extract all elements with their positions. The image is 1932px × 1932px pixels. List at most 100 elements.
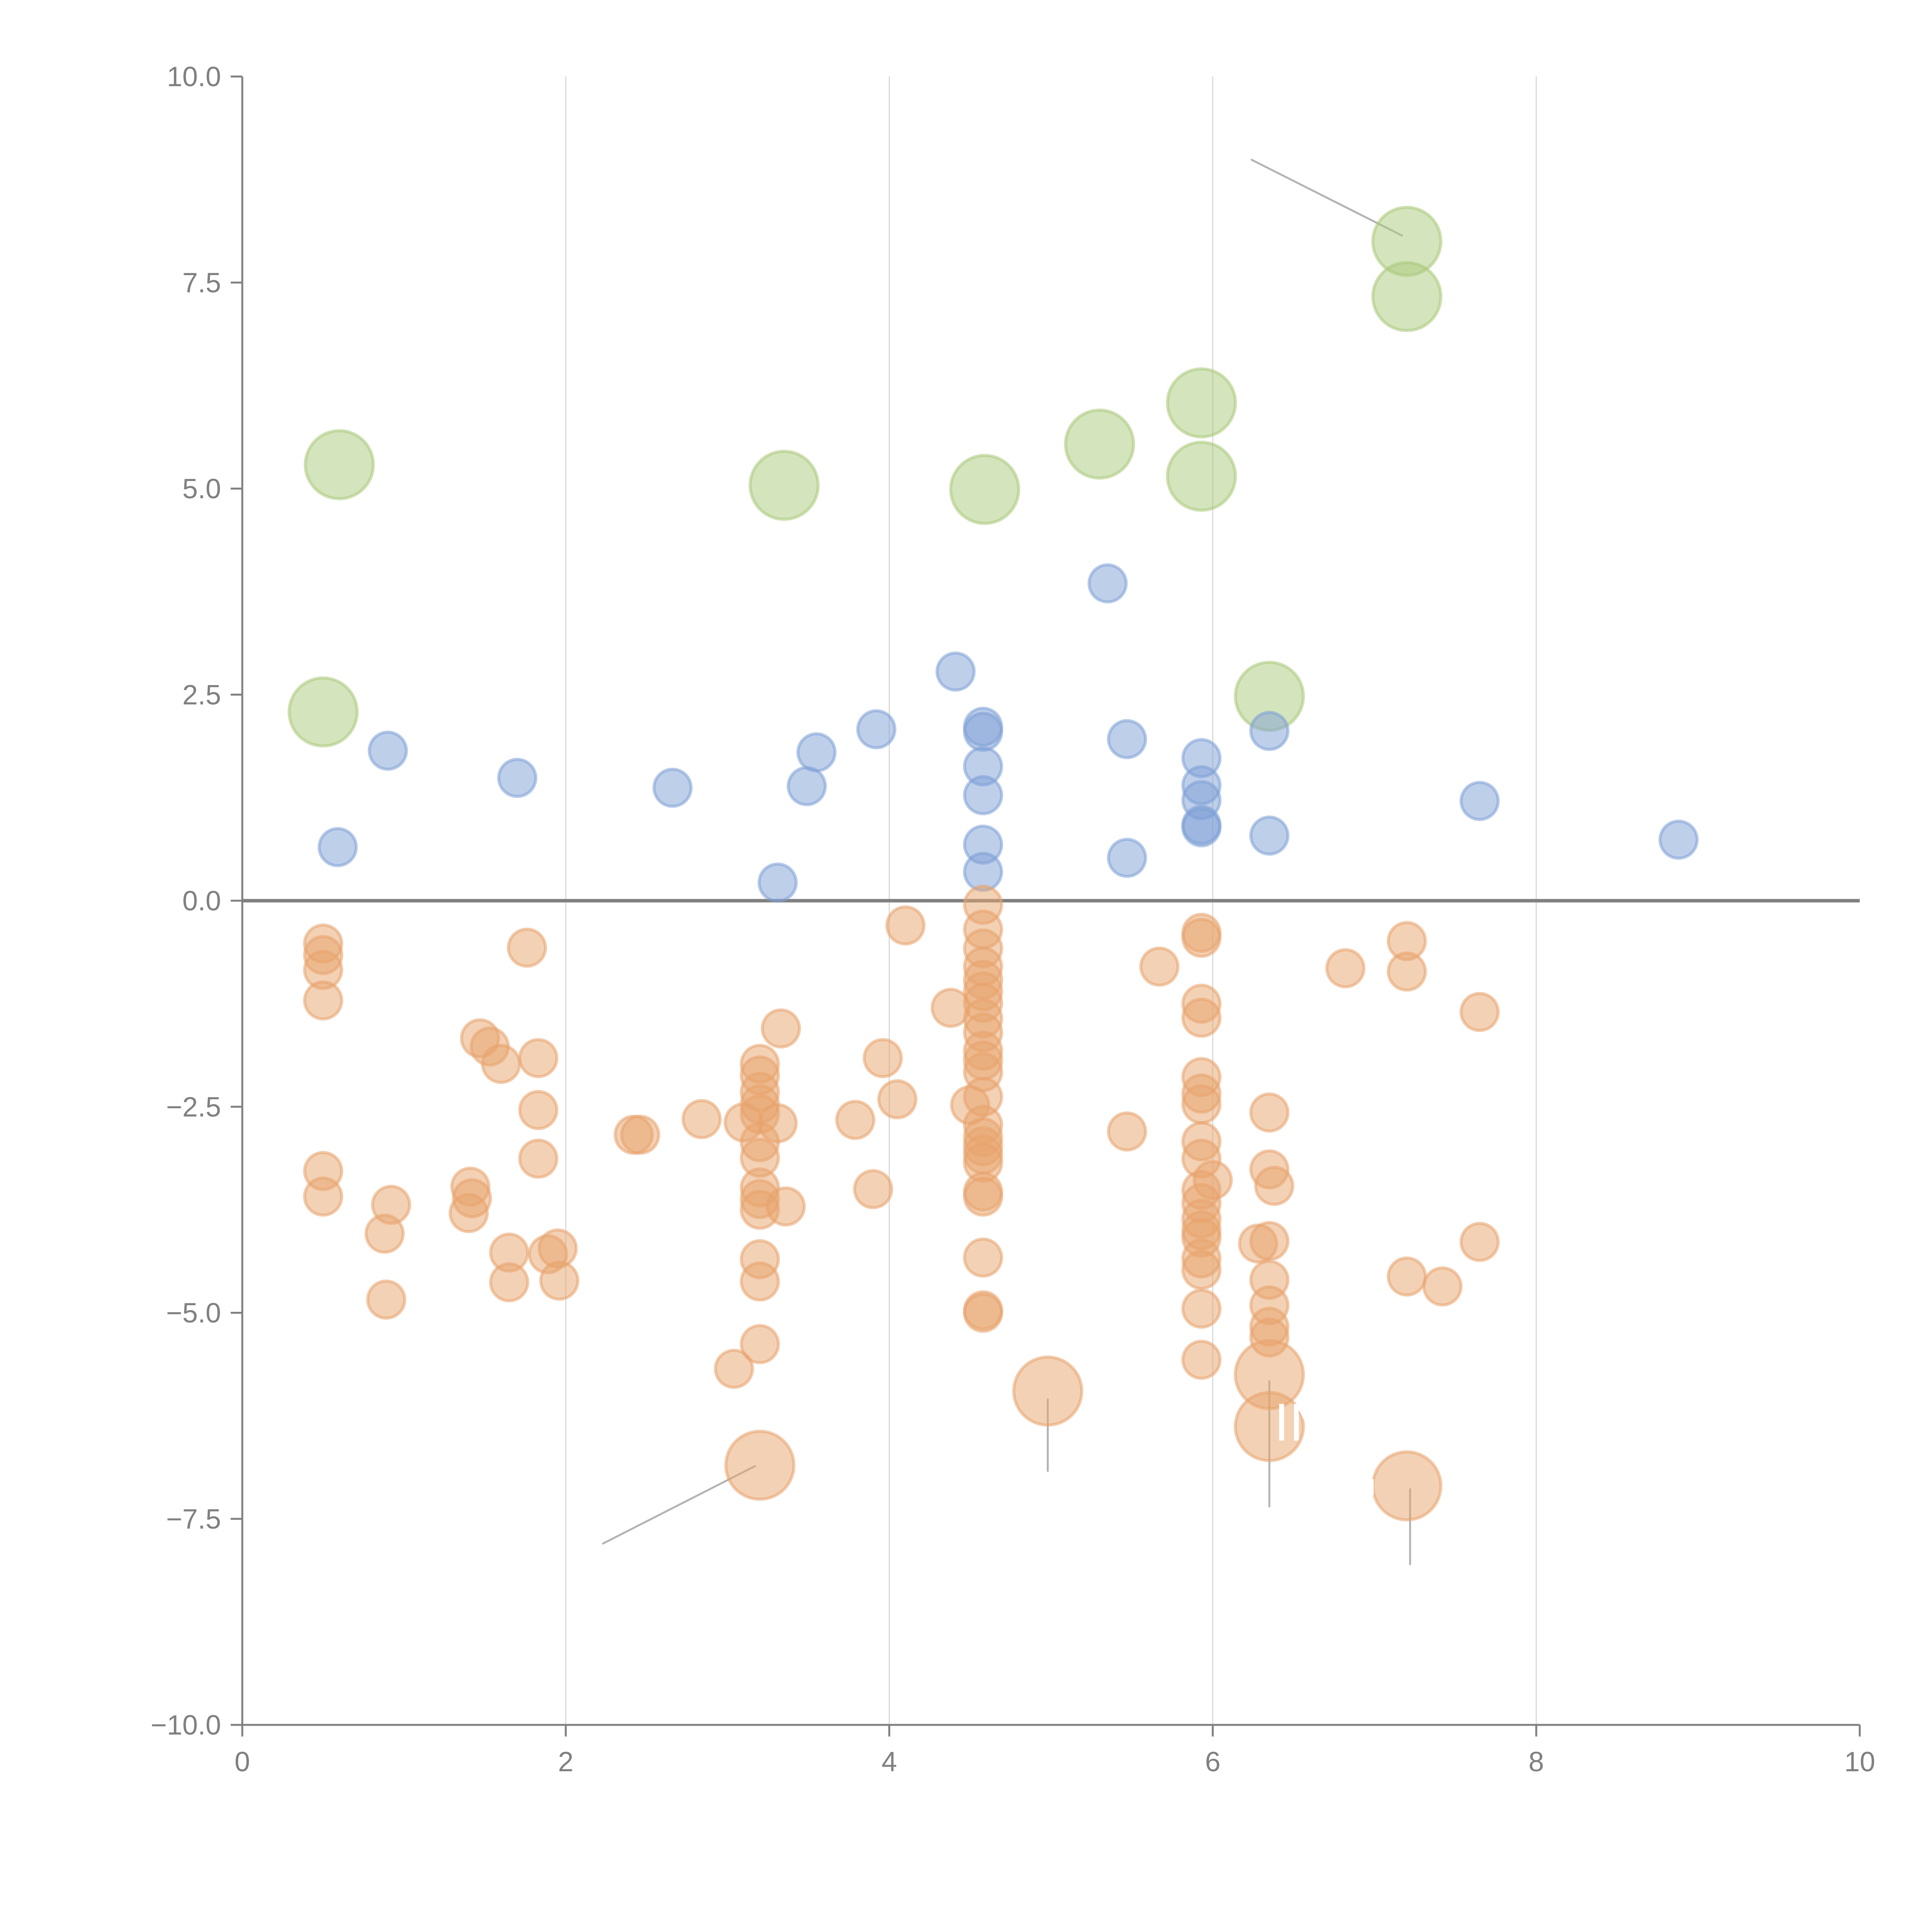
data-point <box>518 1138 559 1179</box>
data-point <box>1234 1391 1305 1462</box>
data-point <box>1181 917 1222 958</box>
y-tick-label: −2.5 <box>166 1092 221 1122</box>
data-point <box>1181 1084 1222 1124</box>
data-point <box>796 732 837 773</box>
data-point <box>757 862 798 903</box>
data-point <box>835 1100 876 1140</box>
data-point <box>740 1261 780 1302</box>
data-point <box>935 651 976 692</box>
data-point <box>1181 997 1222 1038</box>
data-point <box>1371 261 1442 332</box>
data-point <box>1181 1288 1222 1329</box>
data-point <box>317 827 358 867</box>
data-point <box>1249 1221 1290 1261</box>
data-point <box>489 1262 529 1303</box>
data-point <box>1181 1250 1222 1290</box>
data-point <box>963 1176 1003 1217</box>
data-point <box>371 1185 412 1225</box>
data-point <box>724 1430 796 1501</box>
data-point <box>760 1008 801 1049</box>
data-point <box>1181 807 1222 848</box>
series-orange-large <box>724 1339 1442 1522</box>
data-point <box>963 775 1003 815</box>
data-point <box>1386 1256 1427 1297</box>
data-point <box>304 429 375 500</box>
data-point <box>963 711 1003 752</box>
data-point <box>757 1103 798 1143</box>
annotation-label: G <box>1339 1451 1378 1510</box>
data-point <box>1386 951 1427 992</box>
data-point <box>303 1176 344 1217</box>
data-point <box>1371 1450 1442 1522</box>
data-point <box>963 1237 1003 1278</box>
data-point <box>1459 1222 1500 1262</box>
data-point <box>1192 1160 1233 1201</box>
data-point <box>1107 838 1147 878</box>
data-point <box>1422 1266 1463 1307</box>
x-axis-ticks: 0 2 4 6 8 10 <box>235 1725 1875 1777</box>
data-point <box>1012 1355 1083 1427</box>
y-axis-ticks: 10.0 7.5 5.0 2.5 0.0 −2.5 −5.0 −7.5 −10.0 <box>151 61 242 1741</box>
data-point <box>681 1099 722 1139</box>
data-point <box>740 1324 780 1364</box>
data-point <box>481 1044 521 1084</box>
data-point <box>1166 440 1237 512</box>
bubble-labels: ING <box>1274 1394 1378 1510</box>
data-point <box>1107 719 1147 759</box>
series-blue <box>317 563 1699 903</box>
data-point <box>786 766 827 806</box>
data-point <box>1325 948 1366 988</box>
data-point <box>885 905 926 946</box>
data-point <box>1459 992 1500 1032</box>
data-point <box>1064 408 1135 480</box>
data-point <box>877 1079 918 1120</box>
y-tick-label: 0.0 <box>182 886 221 917</box>
data-point <box>367 730 408 771</box>
data-point <box>287 676 359 748</box>
y-tick-label: 2.5 <box>182 680 221 711</box>
y-tick-label: 7.5 <box>182 267 221 298</box>
x-tick-label: 4 <box>881 1747 897 1777</box>
data-point <box>620 1114 660 1155</box>
y-tick-label: 5.0 <box>182 474 221 505</box>
data-point <box>518 1090 559 1130</box>
bubbles <box>287 206 1699 1522</box>
data-point <box>1249 815 1290 856</box>
x-tick-label: 8 <box>1529 1747 1544 1777</box>
data-point <box>449 1193 489 1233</box>
y-tick-label: −10.0 <box>151 1710 221 1741</box>
x-tick-label: 6 <box>1205 1747 1221 1777</box>
data-point <box>652 767 693 808</box>
x-tick-label: 10 <box>1844 1747 1875 1777</box>
data-point <box>1139 946 1180 987</box>
data-point <box>303 980 344 1021</box>
data-point <box>853 1169 893 1209</box>
data-point <box>1107 1111 1147 1152</box>
data-point <box>1181 1340 1222 1380</box>
annotation-label: IN <box>1274 1394 1327 1452</box>
data-point <box>518 1038 559 1078</box>
data-point <box>366 1279 406 1320</box>
data-point <box>1249 711 1290 751</box>
data-point <box>497 758 537 798</box>
data-point <box>963 1293 1003 1333</box>
y-tick-label: 10.0 <box>167 61 221 92</box>
x-tick-label: 2 <box>558 1747 573 1777</box>
data-point <box>1087 563 1128 604</box>
data-point <box>1249 1092 1290 1133</box>
data-point <box>507 927 547 968</box>
data-point <box>1459 781 1500 821</box>
y-tick-label: −7.5 <box>166 1504 221 1535</box>
series-green <box>287 206 1442 748</box>
x-tick-label: 0 <box>235 1747 250 1777</box>
data-point <box>949 454 1020 525</box>
data-point <box>856 709 896 750</box>
data-point <box>1166 367 1237 439</box>
data-point <box>1254 1166 1294 1206</box>
data-point <box>765 1186 806 1227</box>
data-point <box>714 1349 754 1389</box>
data-point <box>1658 820 1699 860</box>
data-point <box>539 1260 580 1301</box>
data-point <box>748 449 820 521</box>
